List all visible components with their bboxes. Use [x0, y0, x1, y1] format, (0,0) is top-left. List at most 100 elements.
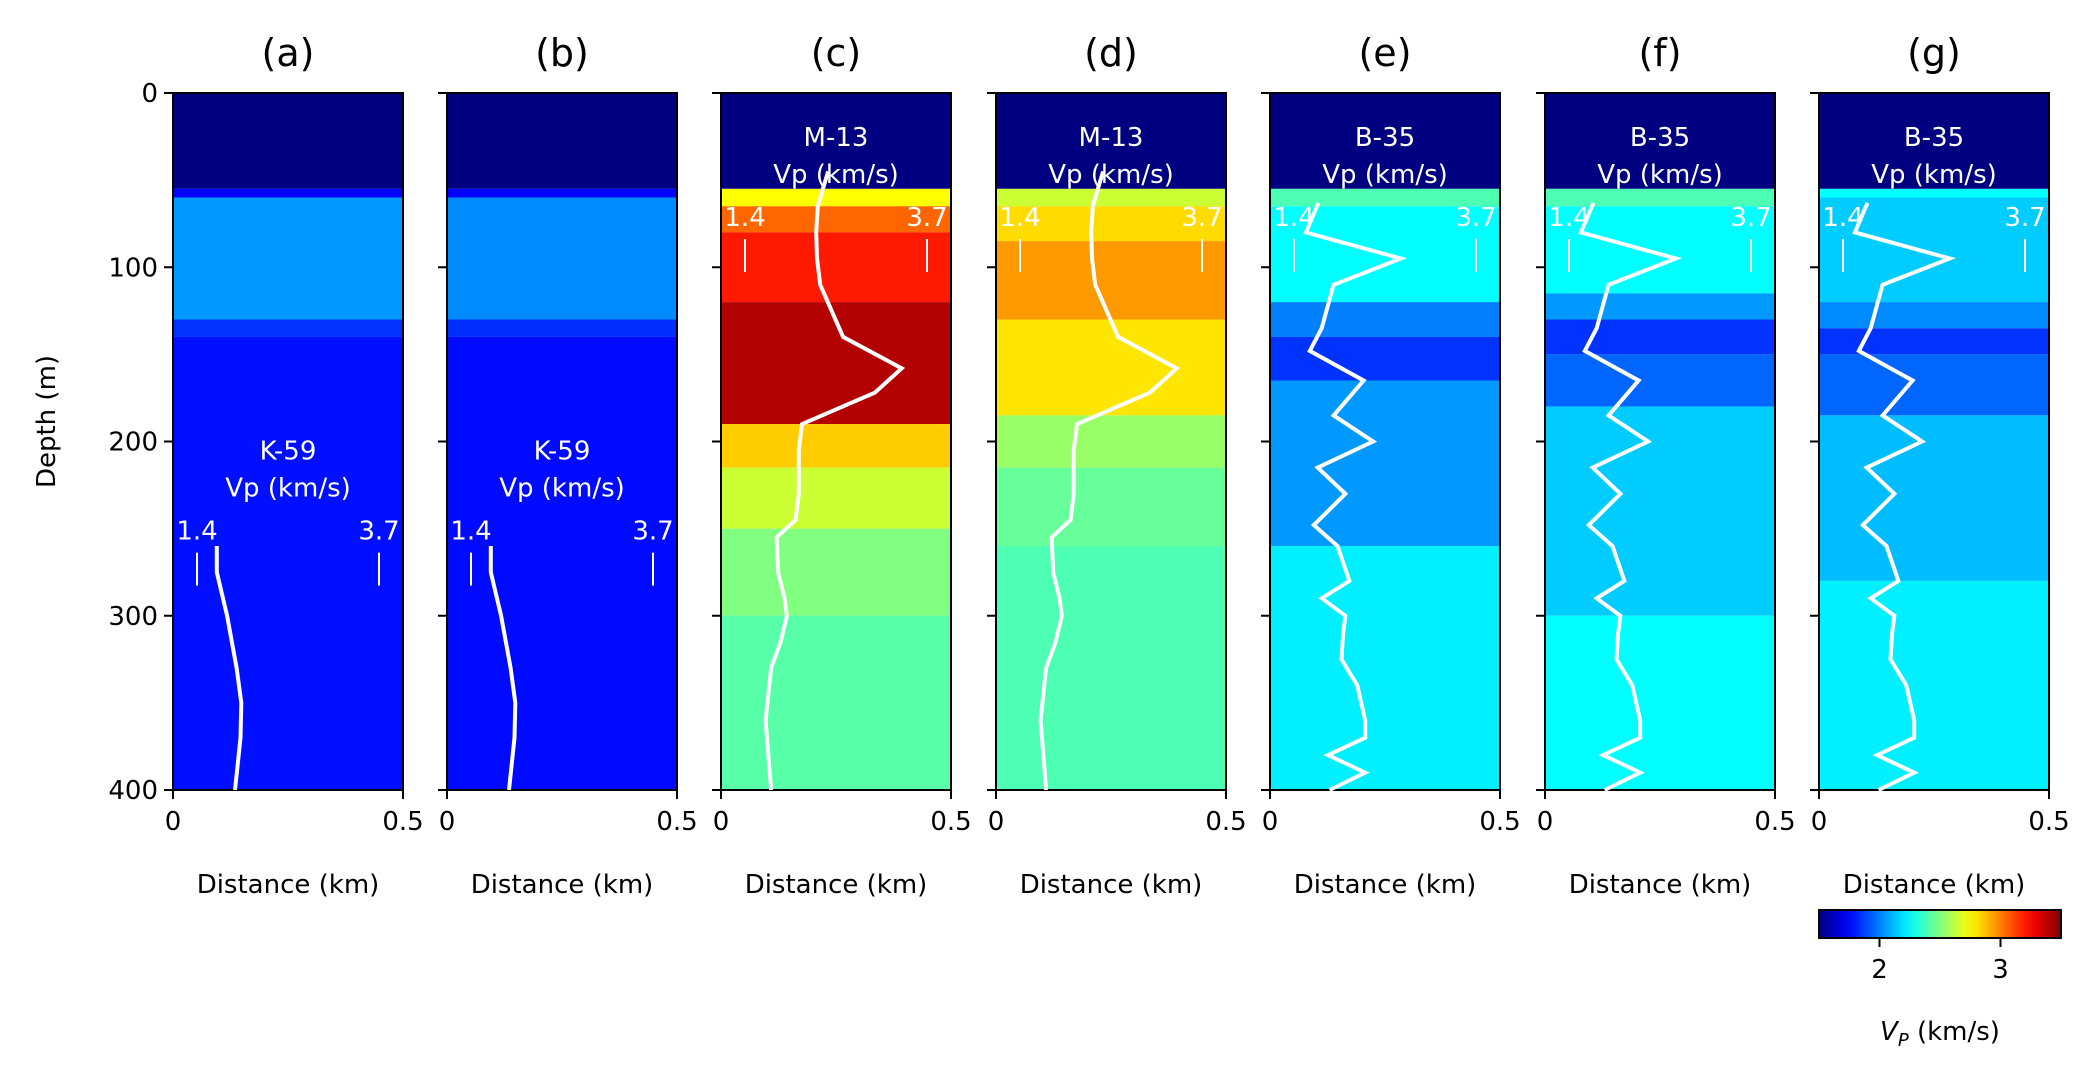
- well-name: K-59: [260, 437, 317, 467]
- velocity-cell: [173, 93, 403, 189]
- x-tick-label: 0: [1537, 807, 1554, 837]
- well-scale-min: 1.4: [724, 203, 765, 233]
- well-name: K-59: [534, 437, 591, 467]
- vp-log-line: [1038, 170, 1181, 791]
- velocity-cell: [1545, 293, 1775, 320]
- velocity-cell: [1819, 415, 2049, 581]
- well-unit: Vp (km/s): [225, 474, 351, 504]
- well-scale-min: 1.4: [999, 203, 1040, 233]
- panel-b: (b) 0 0.5 Distance (km) K-59 Vp (km/s) 1.4 3.7: [438, 31, 698, 900]
- velocity-cell: [1545, 206, 1775, 294]
- velocity-cell: [721, 232, 951, 303]
- velocity-cell: [1270, 336, 1500, 381]
- well-name: M-13: [804, 123, 869, 153]
- well-scale-max: 3.7: [906, 203, 947, 233]
- x-tick-label: 0.5: [2028, 807, 2069, 837]
- velocity-cell: [1270, 188, 1500, 207]
- velocity-cell: [996, 467, 1226, 547]
- well-name: B-35: [1630, 123, 1690, 153]
- velocity-cell: [996, 188, 1226, 207]
- well-scale-max: 3.7: [1455, 203, 1496, 233]
- velocity-cell: [1819, 354, 2049, 416]
- well-unit: Vp (km/s): [1322, 160, 1448, 190]
- panel-title: (g): [1907, 31, 1961, 75]
- vp-log-line: [763, 170, 906, 791]
- well-scale-max: 3.7: [2004, 203, 2045, 233]
- velocity-cell: [721, 615, 951, 790]
- velocity-cell: [996, 415, 1226, 468]
- well-scale-min: 1.4: [176, 517, 217, 547]
- velocity-cell: [721, 467, 951, 529]
- colorbar: 2 3 VP (km/s): [1818, 909, 2062, 1051]
- y-tick-label: 0: [141, 79, 158, 109]
- velocity-cell: [1545, 188, 1775, 207]
- well-name: B-35: [1904, 123, 1964, 153]
- velocity-cell: [996, 546, 1226, 790]
- colorbar-tick-label: 2: [1871, 955, 1888, 985]
- velocity-cell: [1270, 380, 1500, 547]
- vp-log-line: [1303, 202, 1408, 792]
- x-tick-label: 0.5: [1754, 807, 1795, 837]
- velocity-cell: [1270, 302, 1500, 337]
- velocity-cell: [173, 319, 403, 337]
- x-tick-label: 0.5: [1205, 807, 1246, 837]
- vp-log-line: [1852, 202, 1957, 792]
- colorbar-bar: [1818, 909, 2062, 939]
- panel-title: (a): [262, 31, 315, 75]
- x-tick-label: 0.5: [930, 807, 971, 837]
- x-axis-label: Distance (km): [471, 870, 654, 900]
- velocity-cell: [447, 93, 677, 189]
- velocity-cell: [721, 206, 951, 233]
- x-tick-label: 0.5: [382, 807, 423, 837]
- velocity-cell: [1545, 93, 1775, 189]
- well-unit: Vp (km/s): [773, 160, 899, 190]
- velocity-cell: [1819, 302, 2049, 329]
- y-tick-label: 200: [108, 428, 158, 458]
- well-unit: Vp (km/s): [1871, 160, 1997, 190]
- well-scale-max: 3.7: [632, 517, 673, 547]
- x-tick-label: 0: [165, 807, 182, 837]
- velocity-cell: [721, 528, 951, 616]
- x-axis-label: Distance (km): [1294, 870, 1477, 900]
- velocity-cell: [447, 197, 677, 320]
- x-tick-label: 0: [988, 807, 1005, 837]
- velocity-cell: [996, 93, 1226, 189]
- x-tick-label: 0.5: [656, 807, 697, 837]
- velocity-cell: [996, 241, 1226, 320]
- x-axis-label: Distance (km): [745, 870, 928, 900]
- well-unit: Vp (km/s): [499, 474, 625, 504]
- well-name: B-35: [1355, 123, 1415, 153]
- velocity-cell: [721, 424, 951, 468]
- x-tick-label: 0: [1811, 807, 1828, 837]
- panel-title: (f): [1638, 31, 1681, 75]
- y-tick-label: 100: [108, 253, 158, 283]
- velocity-cell: [173, 197, 403, 320]
- velocity-cell: [173, 188, 403, 198]
- x-tick-label: 0: [713, 807, 730, 837]
- panel-title: (b): [535, 31, 589, 75]
- vp-log-line: [214, 546, 244, 791]
- velocity-cell: [1545, 615, 1775, 790]
- x-axis-label: Distance (km): [1020, 870, 1203, 900]
- velocity-cell: [1545, 406, 1775, 616]
- velocity-cell: [447, 319, 677, 337]
- velocity-cell: [1819, 93, 2049, 189]
- panel-title: (c): [811, 31, 862, 75]
- velocity-cell: [173, 336, 403, 790]
- velocity-cell: [721, 188, 951, 207]
- well-name: M-13: [1079, 123, 1144, 153]
- velocity-cell: [1819, 188, 2049, 198]
- velocity-cell: [1545, 319, 1775, 355]
- well-unit: Vp (km/s): [1597, 160, 1723, 190]
- colorbar-label: VP (km/s): [1880, 1017, 2000, 1051]
- well-scale-max: 3.7: [1181, 203, 1222, 233]
- well-scale-min: 1.4: [450, 517, 491, 547]
- colorbar-label-v: V: [1880, 1017, 1900, 1047]
- y-tick-label: 300: [108, 602, 158, 632]
- velocity-cell: [447, 188, 677, 198]
- panel-title: (d): [1084, 31, 1138, 75]
